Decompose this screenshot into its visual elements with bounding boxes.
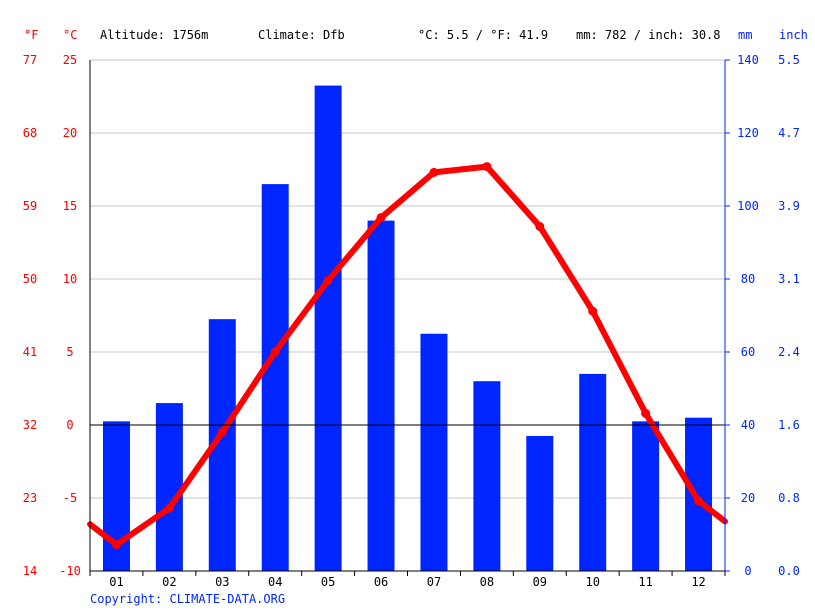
- precip-bar: [579, 373, 607, 571]
- tick-label-mm: 20: [741, 491, 755, 505]
- tick-label-mm: 120: [737, 126, 759, 140]
- unit-f-label: °F: [24, 28, 38, 42]
- tick-label-c: 10: [63, 272, 77, 286]
- precip-bar: [632, 421, 660, 571]
- tick-label-inch: 4.7: [778, 126, 800, 140]
- precip-bar: [420, 333, 448, 571]
- x-tick-label: 06: [374, 575, 388, 589]
- tick-label-inch: 3.9: [778, 199, 800, 213]
- tick-label-c: -10: [59, 564, 81, 578]
- temperature-point: [588, 306, 598, 316]
- x-tick-label: 12: [691, 575, 705, 589]
- altitude-label: Altitude: 1756m: [100, 28, 208, 42]
- temperature-point: [376, 213, 386, 223]
- x-tick-label: 02: [162, 575, 176, 589]
- unit-c-label: °C: [63, 28, 77, 42]
- x-tick-label: 10: [585, 575, 599, 589]
- tick-label-c: 25: [63, 53, 77, 67]
- tick-label-inch: 5.5: [778, 53, 800, 67]
- precip-bar: [526, 435, 554, 571]
- x-tick-label: 07: [427, 575, 441, 589]
- tick-label-inch: 0.0: [778, 564, 800, 578]
- precip-bar: [314, 85, 342, 572]
- x-tick-label: 11: [638, 575, 652, 589]
- avg-temp-label: °C: 5.5 / °F: 41.9: [418, 28, 548, 42]
- tick-label-mm: 40: [741, 418, 755, 432]
- tick-label-c: 5: [66, 345, 73, 359]
- temperature-point: [429, 167, 439, 177]
- precip-bar: [685, 417, 713, 571]
- axes: [89, 59, 730, 576]
- temperature-point: [164, 503, 174, 513]
- tick-label-c: 15: [63, 199, 77, 213]
- temperature-point: [535, 221, 545, 231]
- tick-label-mm: 140: [737, 53, 759, 67]
- tick-label-f: 68: [23, 126, 37, 140]
- tick-label-inch: 3.1: [778, 272, 800, 286]
- tick-label-inch: 0.8: [778, 491, 800, 505]
- unit-mm-label: mm: [738, 28, 752, 42]
- tick-label-f: 41: [23, 345, 37, 359]
- tick-label-f: 59: [23, 199, 37, 213]
- temperature-line: [87, 162, 728, 550]
- climate-label: Climate: Dfb: [258, 28, 345, 42]
- unit-inch-label: inch: [779, 28, 808, 42]
- precip-total-label: mm: 782 / inch: 30.8: [576, 28, 721, 42]
- precip-bar: [473, 381, 501, 571]
- tick-label-inch: 1.6: [778, 418, 800, 432]
- temperature-point: [482, 162, 492, 172]
- precip-bar: [367, 220, 395, 571]
- tick-label-f: 23: [23, 491, 37, 505]
- tick-label-mm: 60: [741, 345, 755, 359]
- tick-label-inch: 2.4: [778, 345, 800, 359]
- tick-label-mm: 0: [744, 564, 751, 578]
- gridlines: [90, 59, 725, 499]
- temperature-point: [694, 496, 704, 506]
- x-tick-label: 04: [268, 575, 282, 589]
- tick-label-mm: 100: [737, 199, 759, 213]
- copyright-label: Copyright: CLIMATE-DATA.ORG: [90, 592, 285, 606]
- tick-label-c: 0: [66, 418, 73, 432]
- x-tick-label: 09: [533, 575, 547, 589]
- x-tick-label: 01: [109, 575, 123, 589]
- temperature-point: [641, 408, 651, 418]
- temperature-point: [111, 540, 121, 550]
- tick-label-f: 14: [23, 564, 37, 578]
- tick-label-f: 77: [23, 53, 37, 67]
- temperature-point: [270, 347, 280, 357]
- temperature-point: [323, 275, 333, 285]
- x-tick-label: 05: [321, 575, 335, 589]
- temperature-point: [217, 427, 227, 437]
- temperature-series-line: [87, 163, 728, 548]
- tick-label-c: -5: [63, 491, 77, 505]
- x-tick-label: 08: [480, 575, 494, 589]
- precip-bar: [155, 403, 183, 571]
- tick-label-mm: 80: [741, 272, 755, 286]
- tick-label-f: 50: [23, 272, 37, 286]
- tick-label-c: 20: [63, 126, 77, 140]
- tick-label-f: 32: [23, 418, 37, 432]
- precip-bar: [261, 184, 289, 571]
- x-tick-label: 03: [215, 575, 229, 589]
